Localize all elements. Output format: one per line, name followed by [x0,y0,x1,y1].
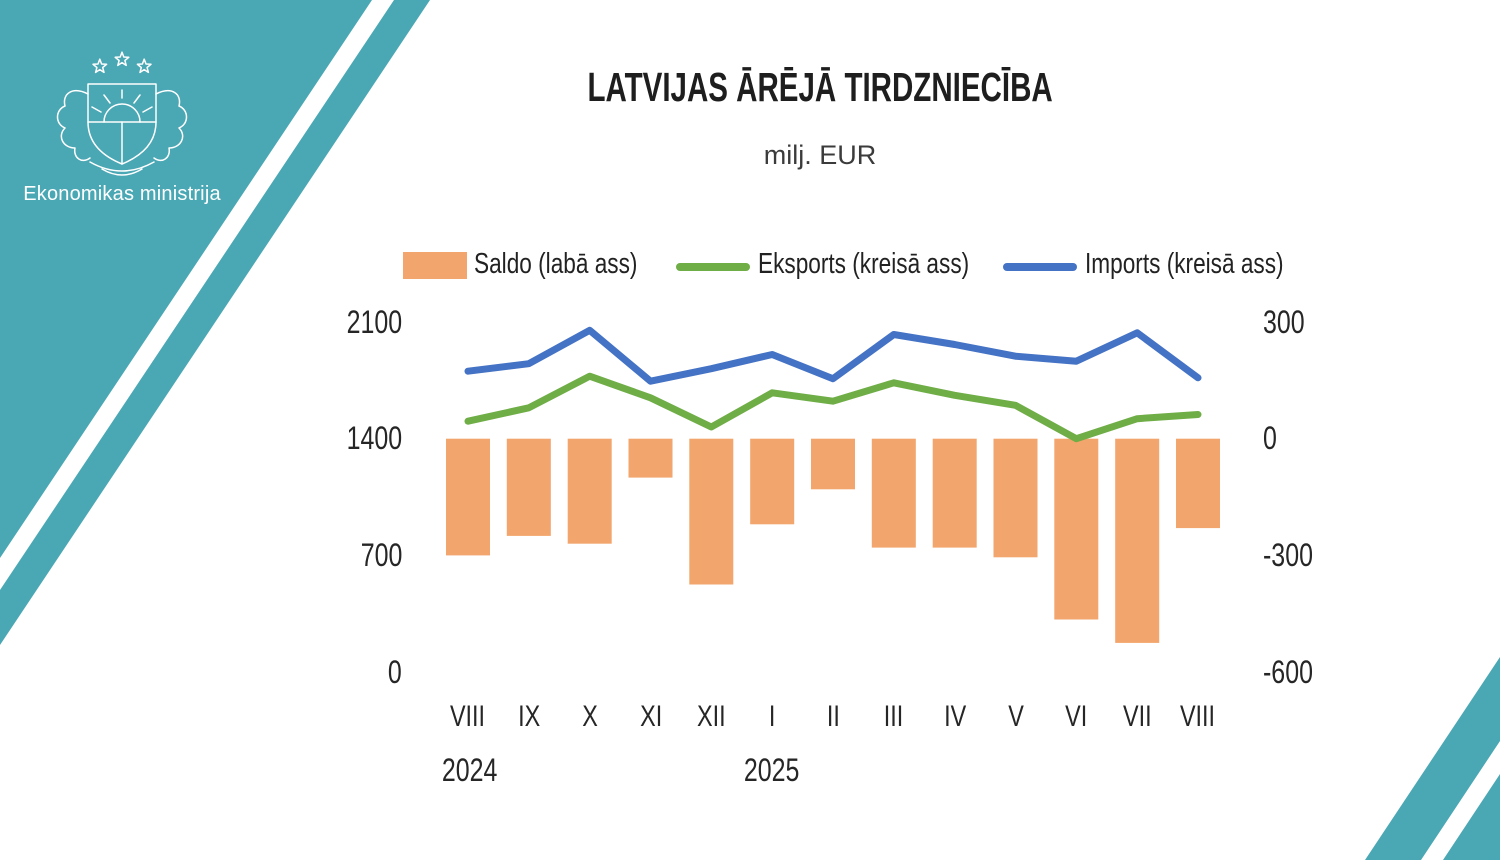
saldo-bar-6-ii [811,438,855,490]
left-tick-1400: 1400 [346,420,402,456]
eksports-line [464,372,1202,443]
month-label-2: X [582,700,598,733]
month-label-9: V [1008,700,1024,733]
month-label-3: XI [639,700,663,733]
saldo-bar-8-iv [932,438,977,548]
imports-legend-label: Imports (kreisā ass) [1085,248,1284,280]
month-label-12: VIII [1180,700,1216,733]
right-tick-300: 300 [1263,304,1305,340]
imports-swatch [1003,263,1077,271]
saldo-legend-label: Saldo (labā ass) [474,248,638,280]
month-label-0: VIII [450,700,486,733]
right-tick-0: 0 [1263,420,1277,456]
month-label-10: VI [1064,700,1088,733]
ministry-logo: Ekonomikas ministrija [0,0,260,230]
month-label-7: III [884,700,904,733]
latvia-coat-of-arms-icon [56,51,188,176]
right-tick–300: -300 [1263,537,1313,573]
month-label-11: VII [1122,700,1152,733]
page-subtitle: milj. EUR [763,140,877,170]
year-label-2025: 2025 [744,752,800,788]
saldo-bar-7-iii [871,438,916,548]
saldo-bar-12-viii [1176,438,1220,529]
teal-triangle-bottom-right [1365,657,1500,860]
saldo-bar-4-xii [689,438,734,585]
saldo-bar-2-x [567,438,612,544]
saldo-bar-10-vi [1054,438,1099,620]
saldo-swatch [403,252,467,279]
chart-plot [446,326,1220,643]
page-title-text: LATVIJAS ĀRĒJĀ TIRDZNIECĪBA [587,64,1053,110]
eksports-legend-label: Eksports (kreisā ass) [758,248,970,280]
imports-line [464,326,1202,385]
month-label-4: XII [696,700,726,733]
saldo-bar-9-v [993,438,1038,558]
left-tick-0: 0 [388,654,402,690]
month-label-5: I [768,700,776,733]
saldo-bar-11-vii [1115,438,1160,643]
month-label-8: IV [943,700,967,733]
left-tick-2100: 2100 [346,304,402,340]
month-label-1: IX [517,700,541,733]
white-stripe-bottom-right [1421,741,1500,860]
ministry-name: Ekonomikas ministrija [23,183,221,205]
saldo-bar-3-xi [628,438,673,478]
eksports-swatch [676,263,750,271]
saldo-bar-5-i [750,438,795,525]
year-label-2024: 2024 [442,752,498,788]
page-title: LATVIJAS ĀRĒJĀ TIRDZNIECĪBA [420,64,1220,111]
right-tick–600: -600 [1263,654,1313,690]
saldo-bar-0-viii [446,438,490,556]
left-tick-700: 700 [360,537,402,573]
saldo-bar-1-ix [506,438,551,536]
month-label-6: II [826,700,840,733]
